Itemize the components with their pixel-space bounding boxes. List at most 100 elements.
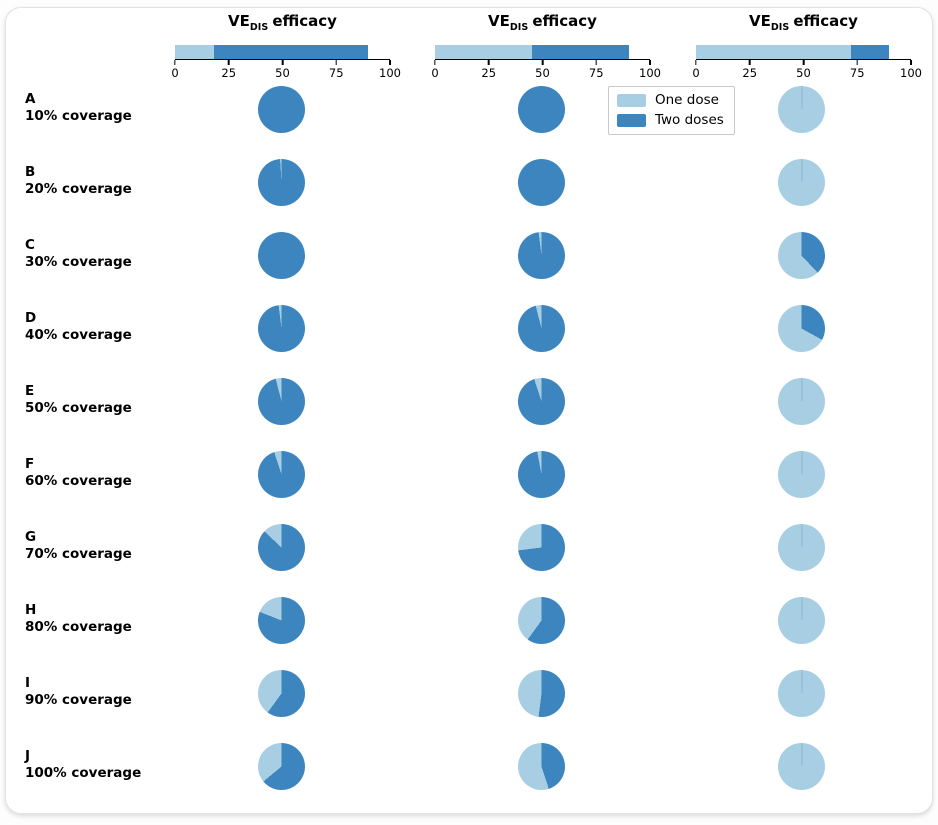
tick-label: 100: [900, 66, 922, 80]
axis-tick: 75: [329, 60, 344, 79]
axis-tick: 0: [692, 60, 700, 80]
title-suffix: efficacy: [532, 12, 597, 30]
tick-mark: [595, 60, 597, 65]
one-dose-bar-segment: [175, 45, 214, 59]
row-coverage-label: 10% coverage: [25, 108, 132, 124]
column-title: VEDIS efficacy: [175, 12, 390, 34]
tick-label: 75: [328, 66, 344, 80]
title-subscript: DIS: [249, 22, 269, 33]
legend-label-two-doses: Two doses: [655, 112, 724, 128]
title-ve: VE: [228, 12, 250, 30]
scale-axis: 0 25 50 75 100: [431, 59, 661, 90]
row-label: C 30% coverage: [25, 237, 185, 271]
title-suffix: efficacy: [272, 12, 337, 30]
row-coverage-label: 60% coverage: [25, 473, 132, 489]
tick-label: 25: [481, 66, 497, 80]
title-suffix: efficacy: [793, 12, 858, 30]
two-doses-swatch: [617, 114, 646, 127]
axis-tick: 25: [742, 60, 757, 79]
tick-label: 0: [171, 66, 179, 80]
tick-label: 0: [692, 66, 700, 80]
row-letter: I: [25, 675, 31, 691]
row-label: J 100% coverage: [25, 748, 185, 782]
row-letter: J: [25, 748, 31, 764]
tick-mark: [856, 60, 858, 65]
row-coverage-label: 90% coverage: [25, 692, 132, 708]
axis-tick: 25: [481, 60, 496, 79]
tick-label: 25: [742, 66, 758, 80]
pie-A-panel-3: [778, 85, 825, 133]
row-label: H 80% coverage: [25, 602, 185, 636]
axis-tick: 100: [639, 60, 661, 79]
legend-item-two-doses: Two doses: [617, 113, 724, 128]
row-label: A 10% coverage: [25, 91, 185, 125]
pie-F-panel-1: [258, 450, 305, 498]
pie-E-panel-1: [258, 377, 305, 425]
tick-label: 50: [275, 66, 290, 80]
tick-mark: [434, 60, 436, 65]
pie-seam: [801, 742, 802, 766]
axis-tick: 100: [379, 60, 401, 79]
row-coverage-label: 70% coverage: [25, 546, 132, 562]
pie-I-panel-1: [258, 669, 305, 717]
legend: One dose Two doses: [608, 86, 735, 135]
one-dose-bar-segment: [435, 45, 532, 59]
two-doses-bar-segment: [531, 45, 629, 59]
tick-mark: [910, 60, 912, 65]
legend-item-one-dose: One dose: [617, 93, 724, 108]
tick-mark: [228, 60, 230, 65]
pie-C-panel-1: [258, 231, 305, 279]
pie-C-panel-2: [518, 231, 565, 279]
efficacy-scale-bar: [435, 45, 650, 59]
pie-seam: [801, 158, 802, 182]
tick-mark: [174, 60, 176, 65]
tick-label: 25: [221, 66, 237, 80]
row-letter: B: [25, 164, 36, 180]
pie-A-panel-2: [518, 85, 565, 133]
row-letter: H: [25, 602, 37, 618]
one-dose-swatch: [617, 94, 646, 107]
pie-B-panel-3: [778, 158, 825, 206]
row-label: F 60% coverage: [25, 456, 185, 490]
pie-I-panel-3: [778, 669, 825, 717]
one-dose-bar-segment: [696, 45, 851, 59]
tick-label: 50: [796, 66, 811, 80]
tick-mark: [649, 60, 651, 65]
column-header: VEDIS efficacy 0 25 50 75 100: [431, 12, 661, 90]
row-letter: C: [25, 237, 35, 253]
pie-H-panel-3: [778, 596, 825, 644]
pie-seam: [801, 377, 802, 401]
row-letter: D: [25, 310, 37, 326]
tick-mark: [281, 60, 284, 65]
row-label: B 20% coverage: [25, 164, 185, 198]
pie-G-panel-1: [258, 523, 305, 571]
row-coverage-label: 100% coverage: [25, 765, 142, 781]
row-letter: F: [25, 456, 35, 472]
column-header: VEDIS efficacy 0 25 50 75 100: [171, 12, 401, 90]
tick-label: 75: [588, 66, 604, 80]
row-letter: A: [25, 91, 36, 107]
scale-axis: 0 25 50 75 100: [692, 59, 922, 90]
title-subscript: DIS: [509, 22, 529, 33]
row-label: D 40% coverage: [25, 310, 185, 344]
tick-mark: [541, 60, 544, 65]
scale-axis: 0 25 50 75 100: [171, 59, 401, 90]
tick-label: 100: [379, 66, 401, 80]
axis-tick: 0: [431, 60, 439, 79]
tick-mark: [695, 60, 697, 65]
pie-seam: [801, 523, 802, 547]
pie-seam: [801, 669, 802, 693]
title-ve: VE: [488, 12, 510, 30]
efficacy-scale-bar: [696, 45, 911, 59]
row-letter: E: [25, 383, 35, 399]
two-doses-bar-segment: [213, 45, 369, 59]
axis-tick: 75: [850, 60, 865, 79]
pie-G-panel-2: [518, 523, 565, 571]
efficacy-scale-bar: [175, 45, 390, 59]
title-subscript: DIS: [770, 22, 790, 33]
pie-E-panel-3: [778, 377, 825, 425]
pie-G-panel-3: [778, 523, 825, 571]
row-label: G 70% coverage: [25, 529, 185, 563]
row-coverage-label: 20% coverage: [25, 181, 132, 197]
tick-mark: [335, 60, 337, 65]
